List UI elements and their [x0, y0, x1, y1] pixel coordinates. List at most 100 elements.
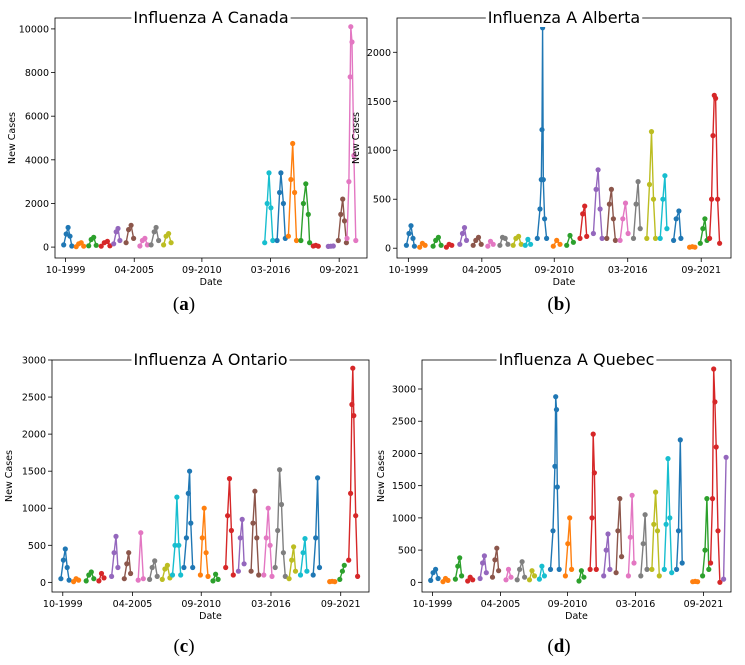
data-point [126, 550, 132, 556]
series-line [60, 548, 70, 581]
series-2002-03 [465, 574, 476, 584]
series-2016-17 [272, 467, 288, 580]
y-tick-label: 1000 [22, 504, 46, 515]
data-point [721, 576, 727, 582]
y-tick-label: 1500 [22, 467, 46, 478]
data-point [417, 244, 423, 250]
series-2022-23 [707, 92, 723, 246]
data-point [704, 496, 710, 502]
data-point [673, 216, 679, 222]
data-point [355, 573, 361, 580]
data-point [657, 235, 663, 241]
data-point [510, 242, 516, 248]
data-point [288, 176, 294, 183]
series-2010-11 [562, 515, 575, 579]
x-tick-label: 03-2016 [608, 265, 648, 276]
data-point [633, 201, 639, 207]
data-point [637, 226, 643, 232]
data-point [265, 505, 271, 511]
data-point [226, 476, 233, 482]
data-point [715, 196, 721, 202]
x-tick-label: 04-2005 [114, 265, 154, 276]
data-point [508, 574, 514, 580]
data-point [178, 572, 184, 578]
series-line [199, 507, 209, 577]
data-point [63, 231, 69, 237]
series-2012-13 [587, 431, 599, 573]
data-point [161, 242, 167, 248]
data-point [297, 572, 304, 578]
series-line [288, 546, 297, 579]
data-point [433, 566, 439, 573]
series-line [564, 517, 573, 576]
plot-frame [396, 17, 732, 259]
y-tick-label: 0 [410, 578, 416, 589]
data-point [304, 568, 310, 574]
series-line [592, 169, 603, 239]
data-point [241, 561, 247, 567]
series-2007-08 [526, 568, 538, 583]
data-point [292, 189, 298, 196]
series-2005-06 [485, 238, 496, 249]
series-2000-01 [440, 575, 451, 585]
data-point [285, 233, 291, 239]
series-2001-02 [452, 555, 465, 582]
data-point [348, 24, 354, 30]
data-point [131, 235, 137, 241]
data-point [550, 528, 556, 534]
data-point [343, 240, 349, 246]
series-2018-19 [657, 173, 670, 241]
series-2010-11 [197, 505, 211, 580]
data-point [590, 431, 596, 437]
data-point [677, 437, 683, 443]
series-2007-08 [159, 562, 173, 583]
data-point [679, 560, 685, 566]
data-point [622, 200, 629, 206]
data-point [115, 564, 121, 571]
series-line [675, 439, 683, 570]
series-line [603, 533, 611, 576]
series-1999-00 [428, 566, 441, 584]
series-2000-01 [417, 240, 428, 250]
data-point [553, 394, 559, 400]
data-point [338, 211, 344, 217]
x-tick-label: 09-2010 [182, 265, 222, 276]
y-tick-label: 0 [43, 243, 49, 254]
data-point [556, 566, 562, 573]
series-1999-00 [61, 224, 75, 249]
series-2009-10 [181, 468, 196, 571]
data-point [275, 527, 281, 534]
y-axis-title: New Cases [7, 112, 18, 164]
series-2018-19 [661, 456, 675, 576]
data-point [289, 557, 295, 563]
series-2017-18 [649, 489, 662, 579]
data-point [663, 521, 669, 527]
data-point [564, 242, 570, 248]
data-point [537, 206, 543, 212]
data-point [316, 564, 323, 571]
series-2009-10 [534, 25, 550, 241]
data-point [330, 243, 336, 249]
data-point [644, 566, 650, 573]
series-2022-23 [708, 366, 723, 585]
data-point [187, 468, 193, 474]
data-point [248, 568, 254, 574]
y-tick-label: 500 [398, 546, 416, 557]
data-point [252, 488, 258, 494]
data-point [678, 235, 684, 241]
data-point [267, 542, 273, 548]
caption-c: (c) [173, 636, 194, 657]
data-point [529, 568, 535, 574]
series-2020-21 [325, 243, 336, 249]
series-2015-16 [262, 170, 276, 246]
series-2007-08 [161, 231, 174, 248]
series-line [299, 537, 308, 576]
data-point [199, 535, 205, 541]
data-point [522, 574, 528, 580]
data-point [595, 167, 601, 173]
series-2000-01 [73, 240, 87, 250]
caption-d: (d) [547, 636, 570, 657]
data-point [225, 513, 231, 519]
data-point [83, 578, 89, 584]
